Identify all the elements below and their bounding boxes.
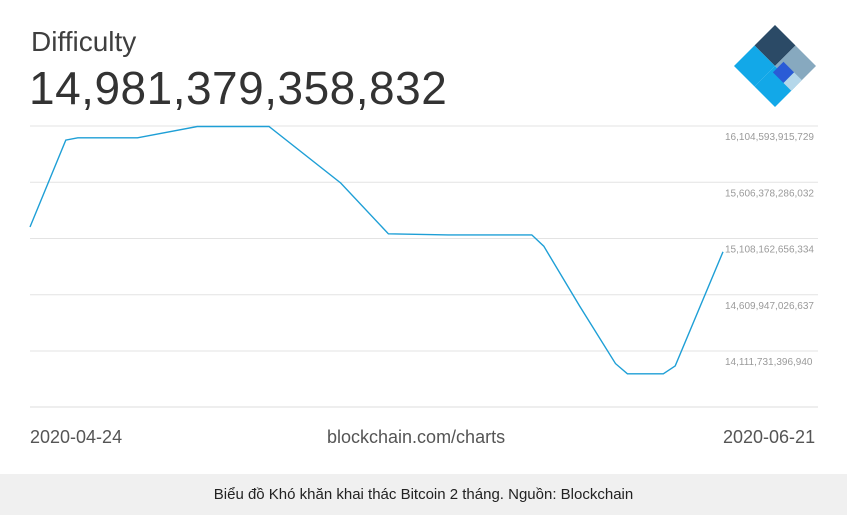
chart-title: Difficulty — [31, 26, 137, 57]
caption-text: Biểu đồ Khó khăn khai thác Bitcoin 2 thá… — [213, 486, 634, 503]
source-label: blockchain.com/charts — [327, 427, 506, 447]
current-difficulty-value: 14,981,379,358,832 — [29, 62, 448, 114]
caption-bar: Biểu đồ Khó khăn khai thác Bitcoin 2 thá… — [0, 474, 847, 515]
blockchain-logo-icon — [733, 24, 817, 108]
y-tick-label: 14,111,731,396,940 — [725, 357, 813, 368]
y-tick-label: 14,609,947,026,637 — [725, 301, 814, 312]
x-axis-start-date: 2020-04-24 — [30, 427, 123, 447]
y-tick-labels: 16,104,593,915,729 15,606,378,286,032 15,1… — [725, 132, 814, 368]
y-tick-label: 15,606,378,286,032 — [725, 188, 814, 199]
difficulty-series-line — [29, 125, 724, 375]
x-axis-end-date: 2020-06-21 — [723, 427, 816, 447]
gridlines — [30, 125, 818, 352]
y-tick-label: 15,108,162,656,334 — [725, 245, 814, 256]
y-tick-label: 16,104,593,915,729 — [725, 132, 814, 143]
difficulty-line-chart: 16,104,593,915,729 15,606,378,286,032 15,1… — [29, 125, 818, 408]
